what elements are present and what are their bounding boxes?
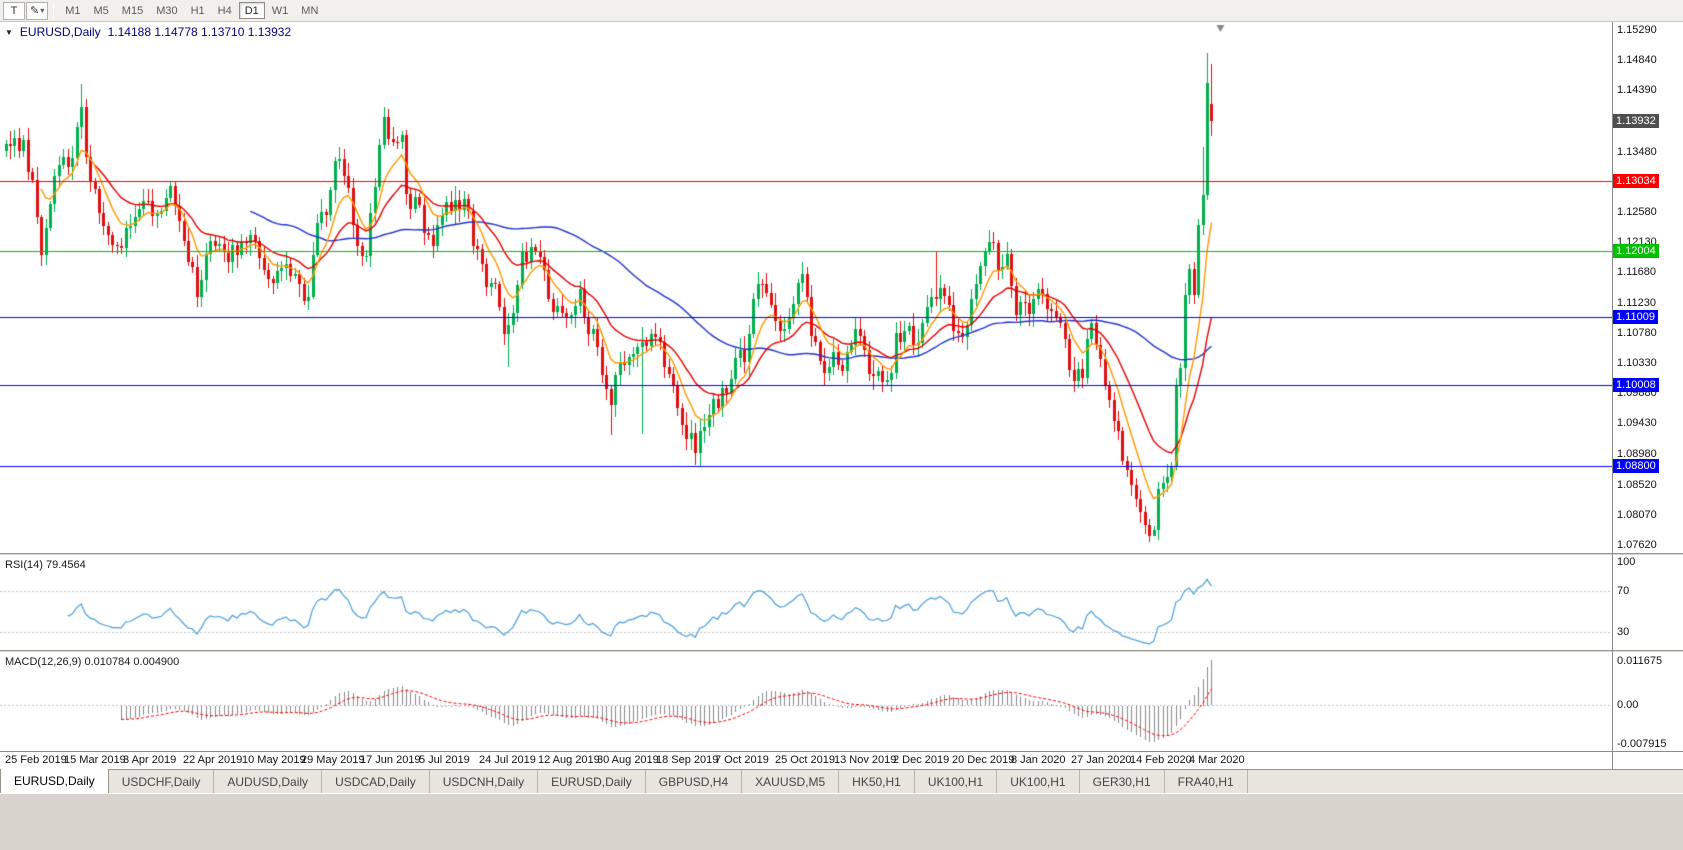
price-axis-tick: 1.13480 bbox=[1617, 145, 1657, 158]
price-level-badge: 1.12004 bbox=[1613, 243, 1659, 258]
price-axis-tick: 1.14390 bbox=[1617, 84, 1657, 97]
price-chart-canvas[interactable] bbox=[0, 22, 1612, 553]
price-axis-tick: 1.10330 bbox=[1617, 357, 1657, 370]
time-axis-label: 7 Oct 2019 bbox=[715, 754, 769, 766]
price-axis-tick: 1.12580 bbox=[1617, 205, 1657, 218]
time-axis-label: 20 Dec 2019 bbox=[952, 754, 1015, 766]
templates-button[interactable]: T bbox=[3, 1, 25, 20]
timeframe-group: M1 M5 M15 M30 H1 H4 D1 W1 MN bbox=[59, 2, 324, 19]
time-axis[interactable]: 25 Feb 2019 15 Mar 2019 3 Apr 2019 22 Apr 2… bbox=[0, 751, 1683, 769]
chart-ohlc-values: 1.14188 1.14778 1.13710 1.13932 bbox=[107, 25, 292, 39]
time-axis-label: 10 May 2019 bbox=[242, 754, 306, 766]
time-axis-label: 13 Nov 2019 bbox=[834, 754, 897, 766]
timeframe-button-mn[interactable]: MN bbox=[295, 2, 324, 19]
timeframe-button-h4[interactable]: H4 bbox=[212, 2, 238, 19]
timeframe-button-m1[interactable]: M1 bbox=[59, 2, 86, 19]
time-axis-label: 4 Mar 2020 bbox=[1189, 754, 1245, 766]
chart-tab[interactable]: UK100,H1 bbox=[915, 770, 998, 793]
price-axis-tick: 1.15290 bbox=[1617, 24, 1657, 36]
time-axis-label: 8 Jan 2020 bbox=[1011, 754, 1066, 766]
time-axis-label: 17 Jun 2019 bbox=[360, 754, 421, 766]
pencil-icon: ✎ bbox=[30, 5, 40, 17]
time-axis-label: 29 May 2019 bbox=[301, 754, 365, 766]
chart-tab[interactable]: FRA40,H1 bbox=[1165, 770, 1248, 793]
chart-tab[interactable]: EURUSD,Daily bbox=[0, 769, 109, 793]
chart-header: ▼ EURUSD,Daily 1.14188 1.14778 1.13710 1… bbox=[5, 25, 291, 39]
drawing-tools-button[interactable]: ✎ ▾ bbox=[26, 1, 49, 20]
pane-separator[interactable] bbox=[0, 650, 1683, 653]
price-level-badge: 1.08800 bbox=[1613, 458, 1659, 473]
macd-pane: MACD(12,26,9) 0.010784 0.004900 0.011675… bbox=[0, 653, 1683, 751]
price-axis-tick: 1.11230 bbox=[1617, 296, 1656, 309]
rsi-label: RSI(14) 79.4564 bbox=[5, 559, 86, 571]
toolbar: T ✎ ▾ M1 M5 M15 M30 H1 H4 D1 W1 MN bbox=[0, 0, 1683, 22]
price-axis[interactable]: 1.152901.148401.143901.139301.134801.130… bbox=[1613, 22, 1683, 553]
chart-tab[interactable]: USDCAD,Daily bbox=[322, 770, 430, 793]
price-axis-tick: 1.08980 bbox=[1617, 447, 1657, 460]
templates-icon: T bbox=[10, 4, 18, 17]
timeframe-button-h1[interactable]: H1 bbox=[185, 2, 211, 19]
toolbar-separator bbox=[53, 3, 55, 18]
price-axis-tick: 1.10780 bbox=[1617, 326, 1657, 339]
status-bar bbox=[0, 793, 1683, 850]
time-axis-label: 30 Aug 2019 bbox=[597, 754, 659, 766]
chart-tab[interactable]: USDCHF,Daily bbox=[109, 770, 215, 793]
time-axis-label: 15 Mar 2019 bbox=[64, 754, 126, 766]
dropdown-arrow-icon: ▾ bbox=[40, 6, 45, 15]
macd-axis-zero: 0.00 bbox=[1617, 698, 1639, 711]
chart-tab[interactable]: HK50,H1 bbox=[839, 770, 915, 793]
macd-canvas[interactable] bbox=[0, 653, 1612, 751]
chart-tab[interactable]: UK100,H1 bbox=[997, 770, 1080, 793]
price-axis-tick: 1.11680 bbox=[1617, 266, 1656, 279]
time-axis-label: 24 Jul 2019 bbox=[479, 754, 536, 766]
time-axis-label: 22 Apr 2019 bbox=[183, 754, 243, 766]
time-axis-label: 2 Dec 2019 bbox=[893, 754, 950, 766]
rsi-axis-tick: 30 bbox=[1617, 626, 1630, 639]
macd-axis-min: -0.007915 bbox=[1617, 738, 1667, 750]
timeframe-button-w1[interactable]: W1 bbox=[266, 2, 295, 19]
chart-tab[interactable]: GER30,H1 bbox=[1080, 770, 1165, 793]
axis-border bbox=[1612, 22, 1613, 769]
time-axis-label: 25 Feb 2019 bbox=[5, 754, 67, 766]
macd-axis[interactable]: 0.011675 0.00 -0.007915 bbox=[1613, 653, 1683, 751]
macd-label: MACD(12,26,9) 0.010784 0.004900 bbox=[5, 656, 180, 668]
chart-tabbar: EURUSD,Daily USDCHF,Daily AUDUSD,Daily USDC… bbox=[0, 769, 1683, 793]
time-axis-label: 18 Sep 2019 bbox=[656, 754, 719, 766]
time-axis-label: 5 Jul 2019 bbox=[419, 754, 470, 766]
price-axis-tick: 1.07620 bbox=[1617, 539, 1657, 551]
timeframe-button-m5[interactable]: M5 bbox=[88, 2, 115, 19]
rsi-canvas[interactable] bbox=[0, 556, 1612, 650]
time-axis-label: 3 Apr 2019 bbox=[123, 754, 177, 766]
timeframe-button-m30[interactable]: M30 bbox=[150, 2, 183, 19]
rsi-pane: RSI(14) 79.4564 100 70 30 bbox=[0, 556, 1683, 650]
current-price-badge: 1.13932 bbox=[1613, 114, 1659, 129]
price-level-badge: 1.11009 bbox=[1613, 310, 1658, 325]
chart-tab[interactable]: AUDUSD,Daily bbox=[214, 770, 323, 793]
rsi-axis-tick: 70 bbox=[1617, 584, 1630, 597]
chart-tab[interactable]: EURUSD,Daily bbox=[538, 770, 646, 793]
price-chart-pane: ▼ EURUSD,Daily 1.14188 1.14778 1.13710 1… bbox=[0, 22, 1683, 553]
chart-tab[interactable]: XAUUSD,M5 bbox=[742, 770, 840, 793]
macd-axis-max: 0.011675 bbox=[1617, 655, 1663, 667]
price-axis-tick: 1.09430 bbox=[1617, 417, 1657, 430]
price-level-badge: 1.10008 bbox=[1613, 377, 1659, 392]
price-axis-tick: 1.08520 bbox=[1617, 478, 1657, 491]
timeframe-button-d1[interactable]: D1 bbox=[238, 2, 265, 19]
time-axis-label: 14 Feb 2020 bbox=[1130, 754, 1192, 766]
rsi-axis-tick: 100 bbox=[1617, 556, 1636, 568]
chart-title: EURUSD,Daily bbox=[19, 25, 101, 39]
pane-separator[interactable] bbox=[0, 553, 1683, 556]
chart-menu-icon[interactable]: ▼ bbox=[5, 27, 13, 37]
time-axis-label: 25 Oct 2019 bbox=[775, 754, 835, 766]
price-axis-tick: 1.14840 bbox=[1617, 54, 1657, 67]
price-axis-tick: 1.08070 bbox=[1617, 508, 1657, 521]
chart-tab[interactable]: GBPUSD,H4 bbox=[646, 770, 743, 793]
time-axis-label: 12 Aug 2019 bbox=[538, 754, 600, 766]
chart-tab[interactable]: USDCNH,Daily bbox=[430, 770, 539, 793]
timeframe-button-m15[interactable]: M15 bbox=[116, 2, 149, 19]
rsi-axis[interactable]: 100 70 30 bbox=[1613, 556, 1683, 650]
price-level-badge: 1.13034 bbox=[1613, 174, 1659, 189]
time-axis-label: 27 Jan 2020 bbox=[1071, 754, 1132, 766]
